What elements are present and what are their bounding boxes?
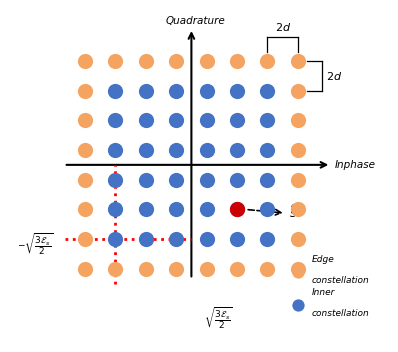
- Point: [295, 302, 301, 307]
- Point: [173, 118, 179, 123]
- Point: [142, 207, 149, 212]
- Point: [82, 236, 88, 242]
- Point: [173, 236, 179, 242]
- Point: [295, 177, 301, 183]
- Point: [173, 207, 179, 212]
- Point: [82, 58, 88, 64]
- Point: [295, 266, 301, 272]
- Point: [203, 118, 210, 123]
- Point: [264, 147, 271, 153]
- Point: [112, 177, 119, 183]
- Point: [234, 177, 240, 183]
- Point: [82, 147, 88, 153]
- Point: [82, 88, 88, 93]
- Point: [142, 118, 149, 123]
- Point: [234, 236, 240, 242]
- Text: Inner: Inner: [312, 288, 335, 297]
- Point: [264, 207, 271, 212]
- Point: [234, 207, 240, 212]
- Point: [234, 118, 240, 123]
- Point: [112, 236, 119, 242]
- Text: $2d$: $2d$: [326, 70, 342, 82]
- Text: $\hat{s}$: $\hat{s}$: [289, 205, 297, 221]
- Point: [295, 236, 301, 242]
- Point: [295, 269, 301, 275]
- Point: [142, 147, 149, 153]
- Point: [112, 118, 119, 123]
- Point: [203, 88, 210, 93]
- Text: Edge: Edge: [312, 256, 334, 264]
- Point: [82, 118, 88, 123]
- Point: [295, 118, 301, 123]
- Text: $\sqrt{\dfrac{3\mathcal{E}_s}{2}}$: $\sqrt{\dfrac{3\mathcal{E}_s}{2}}$: [203, 306, 232, 332]
- Point: [142, 236, 149, 242]
- Point: [264, 118, 271, 123]
- Point: [203, 147, 210, 153]
- Point: [173, 266, 179, 272]
- Point: [112, 266, 119, 272]
- Point: [203, 177, 210, 183]
- Point: [82, 266, 88, 272]
- Point: [203, 266, 210, 272]
- Point: [264, 236, 271, 242]
- Text: $-\sqrt{\dfrac{3\mathcal{E}_s}{2}}$: $-\sqrt{\dfrac{3\mathcal{E}_s}{2}}$: [17, 232, 53, 258]
- Point: [295, 88, 301, 93]
- Point: [234, 147, 240, 153]
- Point: [173, 147, 179, 153]
- Point: [203, 236, 210, 242]
- Point: [112, 207, 119, 212]
- Point: [173, 177, 179, 183]
- Point: [295, 58, 301, 64]
- Point: [112, 58, 119, 64]
- Point: [295, 147, 301, 153]
- Text: $2d$: $2d$: [275, 21, 291, 33]
- Point: [142, 88, 149, 93]
- Point: [203, 58, 210, 64]
- Point: [112, 147, 119, 153]
- Text: constellation: constellation: [312, 309, 369, 318]
- Text: Inphase: Inphase: [334, 160, 375, 170]
- Point: [82, 177, 88, 183]
- Point: [142, 58, 149, 64]
- Point: [264, 58, 271, 64]
- Point: [234, 88, 240, 93]
- Point: [234, 58, 240, 64]
- Text: Quadrature: Quadrature: [165, 16, 225, 26]
- Point: [173, 58, 179, 64]
- Point: [112, 88, 119, 93]
- Point: [173, 88, 179, 93]
- Point: [142, 266, 149, 272]
- Point: [203, 207, 210, 212]
- Point: [295, 207, 301, 212]
- Point: [264, 88, 271, 93]
- Point: [142, 177, 149, 183]
- Point: [264, 266, 271, 272]
- Text: constellation: constellation: [312, 276, 369, 285]
- Point: [264, 177, 271, 183]
- Point: [82, 207, 88, 212]
- Point: [234, 266, 240, 272]
- Point: [234, 207, 240, 212]
